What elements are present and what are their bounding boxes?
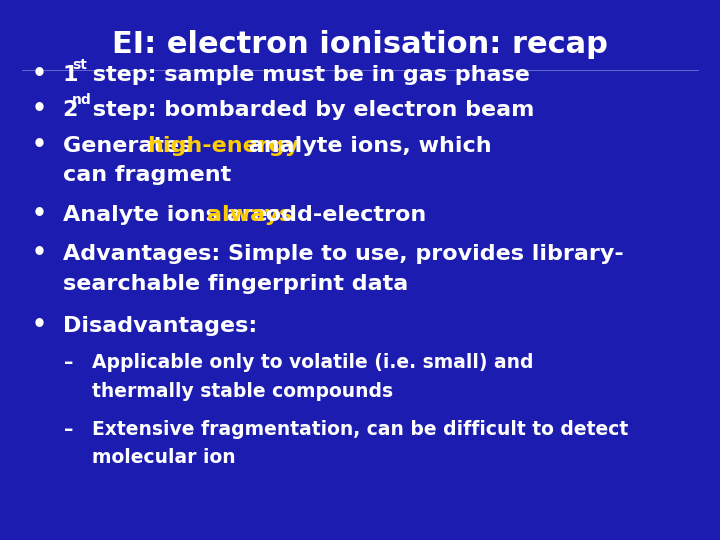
Text: –: – bbox=[63, 420, 73, 438]
Text: high-energy: high-energy bbox=[148, 136, 300, 156]
Text: •: • bbox=[32, 202, 47, 226]
Text: 2: 2 bbox=[63, 100, 78, 120]
Text: •: • bbox=[32, 97, 47, 121]
Text: Applicable only to volatile (i.e. small) and: Applicable only to volatile (i.e. small)… bbox=[92, 353, 534, 372]
Text: Analyte ions are: Analyte ions are bbox=[63, 205, 275, 225]
Text: analyte ions, which: analyte ions, which bbox=[241, 136, 492, 156]
Text: nd: nd bbox=[72, 93, 91, 107]
Text: •: • bbox=[32, 62, 47, 86]
Text: Advantages: Simple to use, provides library-: Advantages: Simple to use, provides libr… bbox=[63, 244, 624, 264]
Text: step: sample must be in gas phase: step: sample must be in gas phase bbox=[85, 65, 530, 85]
Text: always: always bbox=[207, 205, 292, 225]
Text: EI: electron ionisation: recap: EI: electron ionisation: recap bbox=[112, 30, 608, 59]
Text: st: st bbox=[72, 58, 87, 72]
Text: thermally stable compounds: thermally stable compounds bbox=[92, 382, 393, 401]
Text: step: bombarded by electron beam: step: bombarded by electron beam bbox=[85, 100, 534, 120]
Text: Extensive fragmentation, can be difficult to detect: Extensive fragmentation, can be difficul… bbox=[92, 420, 629, 438]
Text: Disadvantages:: Disadvantages: bbox=[63, 316, 257, 336]
Text: Generates: Generates bbox=[63, 136, 199, 156]
Text: •: • bbox=[32, 133, 47, 157]
Text: •: • bbox=[32, 313, 47, 337]
Text: molecular ion: molecular ion bbox=[92, 448, 235, 467]
Text: can fragment: can fragment bbox=[63, 165, 231, 185]
Text: 1: 1 bbox=[63, 65, 78, 85]
Text: odd-electron: odd-electron bbox=[258, 205, 426, 225]
Text: –: – bbox=[63, 353, 73, 372]
Text: •: • bbox=[32, 241, 47, 265]
Text: searchable fingerprint data: searchable fingerprint data bbox=[63, 274, 408, 294]
